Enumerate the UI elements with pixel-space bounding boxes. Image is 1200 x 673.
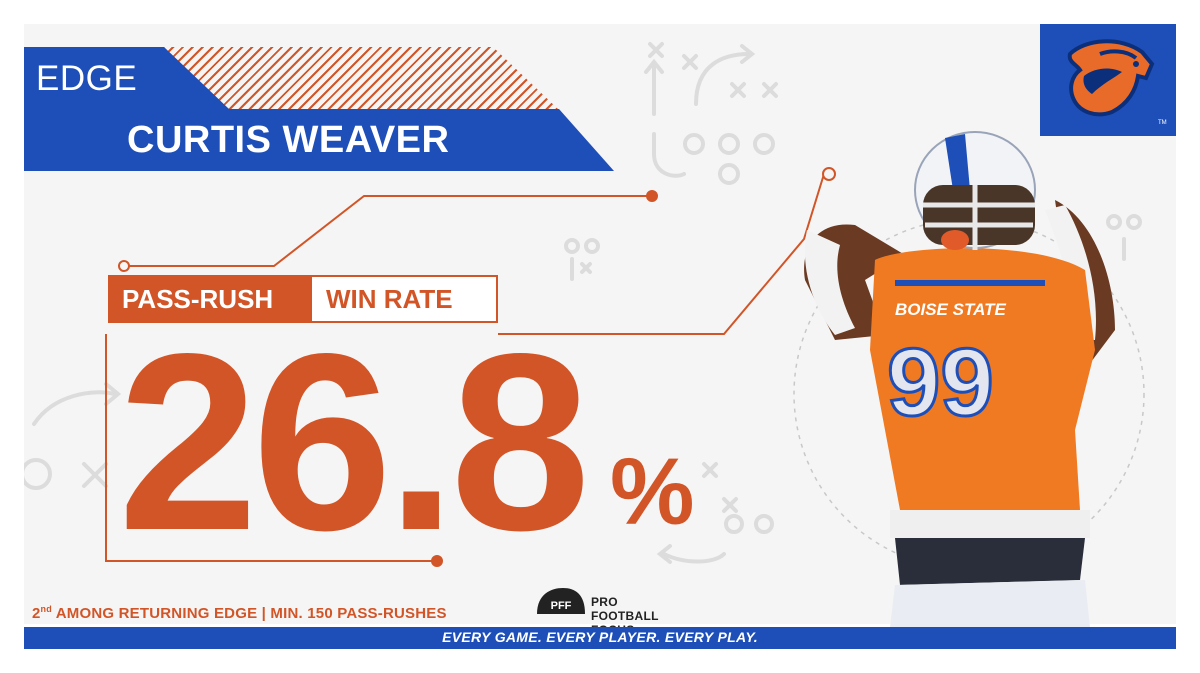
stat-label-left: PASS-RUSH: [108, 275, 310, 323]
tagline: EVERY GAME. EVERY PLAYER. EVERY PLAY.: [442, 629, 758, 645]
bronco-logo-icon: TM: [1067, 39, 1167, 126]
player-name: CURTIS WEAVER: [127, 119, 450, 161]
stat-label-right: WIN RATE: [310, 275, 498, 323]
stat-label-right-text: WIN RATE: [326, 284, 453, 314]
footnote-text: AMONG RETURNING EDGE | MIN. 150 PASS-RUS…: [51, 605, 447, 622]
svg-text:TM: TM: [1158, 120, 1167, 126]
pff-brand: PFF PRO FOOTBALL FOCUS: [533, 584, 683, 637]
footnote-rank: 2: [32, 605, 41, 622]
player-name-bar: CURTIS WEAVER: [24, 109, 614, 171]
team-logo-box: TM: [1040, 24, 1176, 136]
jersey-team-text: BOISE STATE: [895, 300, 1006, 319]
play-diagram-background: [24, 42, 1145, 570]
stat-label-left-text: PASS-RUSH: [122, 284, 274, 314]
stat-value: 26.8: [118, 302, 590, 583]
stat-unit: %: [610, 439, 695, 545]
pff-logo-icon: PFF: [537, 588, 585, 614]
pff-mark-text: PFF: [551, 600, 572, 612]
footnote: 2nd AMONG RETURNING EDGE | MIN. 150 PASS…: [32, 604, 447, 622]
tagline-bar: EVERY GAME. EVERY PLAYER. EVERY PLAY.: [24, 627, 1176, 649]
jersey-number: 99: [887, 329, 994, 436]
player-illustration: BOISE STATE 99: [795, 130, 1140, 627]
footnote-rank-suffix: nd: [40, 604, 52, 614]
stat-label-box: PASS-RUSH WIN RATE: [108, 275, 498, 323]
position-label: EDGE: [36, 59, 138, 98]
player-figure-icon: BOISE STATE 99: [804, 131, 1115, 627]
